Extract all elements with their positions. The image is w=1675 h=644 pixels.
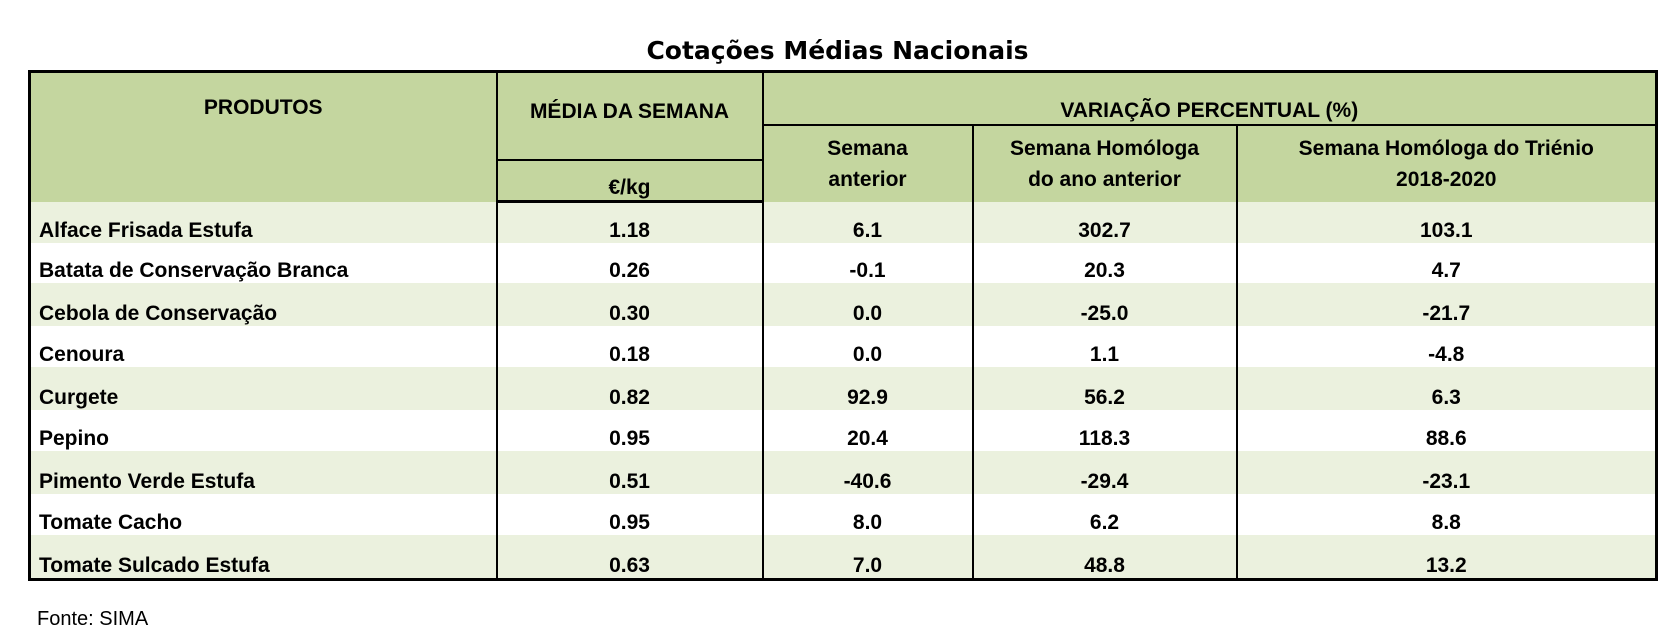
cell-semana-anterior: -40.6 (761, 450, 973, 494)
cell-trienio: 103.1 (1235, 201, 1657, 243)
cell-semana-anterior: 0.0 (761, 325, 973, 367)
cell-semana-anterior: 7.0 (761, 534, 973, 580)
cell-produto: Curgete (29, 366, 497, 410)
header-semana-homologa-line1: Semana Homóloga (1009, 136, 1200, 160)
cell-trienio: -4.8 (1235, 325, 1657, 367)
cell-homologa: 56.2 (971, 366, 1237, 410)
cell-media: 0.26 (495, 242, 763, 283)
header-unit: €/kg (495, 159, 763, 203)
cell-produto: Batata de Conservação Branca (29, 242, 497, 283)
cell-media: 0.30 (495, 282, 763, 326)
source-note: Fonte: SIMA (37, 608, 149, 630)
cell-produto: Tomate Cacho (29, 493, 497, 535)
table-row: Cenoura 0.18 0.0 1.1 -4.8 (29, 325, 1657, 367)
cell-media: 0.51 (495, 450, 763, 494)
header-trienio: Semana Homóloga do Triénio 2018-2020 (1235, 124, 1657, 202)
header-media-semana: MÉDIA DA SEMANA (495, 71, 763, 125)
cell-media: 1.18 (495, 201, 763, 243)
cell-semana-anterior: 6.1 (761, 201, 973, 243)
header-semana-anterior: Semana anterior (761, 124, 973, 202)
table-row: Alface Frisada Estufa 1.18 6.1 302.7 103… (29, 201, 1657, 243)
table-row: Tomate Sulcado Estufa 0.63 7.0 48.8 13.2 (29, 534, 1657, 580)
cell-trienio: 4.7 (1235, 242, 1657, 283)
cell-semana-anterior: 92.9 (761, 366, 973, 410)
cell-trienio: -23.1 (1235, 450, 1657, 494)
cell-semana-anterior: 20.4 (761, 409, 973, 451)
cell-produto: Tomate Sulcado Estufa (29, 534, 497, 580)
cell-media: 0.18 (495, 325, 763, 367)
cell-semana-anterior: -0.1 (761, 242, 973, 283)
table-row: Cebola de Conservação 0.30 0.0 -25.0 -21… (29, 282, 1657, 326)
cell-media: 0.95 (495, 493, 763, 535)
cell-homologa: -29.4 (971, 450, 1237, 494)
header-semana-anterior-line1: Semana (827, 136, 908, 160)
cell-semana-anterior: 8.0 (761, 493, 973, 535)
cell-trienio: 88.6 (1235, 409, 1657, 451)
header-variacao: VARIAÇÃO PERCENTUAL (%) (761, 71, 1657, 126)
cell-media: 0.63 (495, 534, 763, 580)
table-row: Curgete 0.82 92.9 56.2 6.3 (29, 366, 1657, 410)
header-semana-anterior-line2: anterior (828, 167, 907, 191)
cell-media: 0.95 (495, 409, 763, 451)
cell-homologa: -25.0 (971, 282, 1237, 326)
cell-trienio: 6.3 (1235, 366, 1657, 410)
prices-table: PRODUTOS MÉDIA DA SEMANA VARIAÇÃO PERCEN… (28, 70, 1659, 581)
cell-trienio: 8.8 (1235, 493, 1657, 535)
cell-homologa: 302.7 (971, 201, 1237, 243)
table-row: Pepino 0.95 20.4 118.3 88.6 (29, 409, 1657, 451)
header-trienio-line2: 2018-2020 (1396, 167, 1497, 191)
header-semana-homologa-line2: do ano anterior (1028, 167, 1181, 191)
header-semana-homologa: Semana Homóloga do ano anterior (971, 124, 1237, 202)
cell-homologa: 1.1 (971, 325, 1237, 367)
header-media-blank (495, 124, 763, 161)
cell-homologa: 118.3 (971, 409, 1237, 451)
table-title: Cotações Médias Nacionais (646, 36, 1029, 65)
cell-media: 0.82 (495, 366, 763, 410)
cell-produto: Cenoura (29, 325, 497, 367)
header-trienio-line1: Semana Homóloga do Triénio (1298, 136, 1594, 160)
cell-produto: Alface Frisada Estufa (29, 201, 497, 243)
header-produtos: PRODUTOS (29, 71, 497, 202)
cell-produto: Pimento Verde Estufa (29, 450, 497, 494)
cell-homologa: 48.8 (971, 534, 1237, 580)
cell-produto: Pepino (29, 409, 497, 451)
cell-semana-anterior: 0.0 (761, 282, 973, 326)
table-row: Pimento Verde Estufa 0.51 -40.6 -29.4 -2… (29, 450, 1657, 494)
table-row: Batata de Conservação Branca 0.26 -0.1 2… (29, 242, 1657, 283)
cell-trienio: 13.2 (1235, 534, 1657, 580)
table-row: Tomate Cacho 0.95 8.0 6.2 8.8 (29, 493, 1657, 535)
cell-produto: Cebola de Conservação (29, 282, 497, 326)
cell-homologa: 20.3 (971, 242, 1237, 283)
cell-trienio: -21.7 (1235, 282, 1657, 326)
cell-homologa: 6.2 (971, 493, 1237, 535)
